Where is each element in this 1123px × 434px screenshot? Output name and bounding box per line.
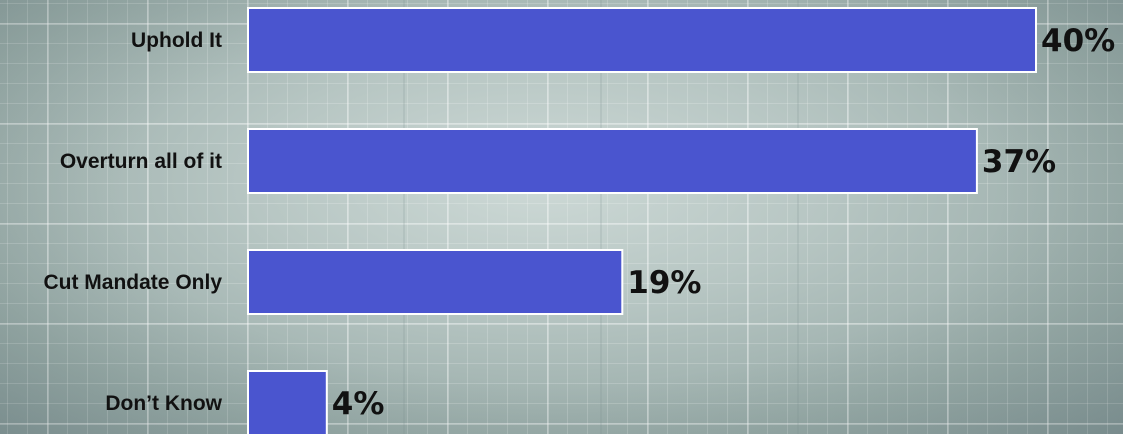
value-label-4: 4% (332, 386, 385, 422)
category-label-2: Overturn all of it (60, 150, 222, 173)
category-label-1: Uphold It (131, 29, 222, 52)
labels-group: Uphold It 40% Overturn all of it 37% Cut Man… (43, 23, 1115, 422)
bars-group (247, 7, 1037, 434)
value-label-2: 37% (982, 144, 1056, 180)
value-label-3: 19% (627, 265, 701, 301)
bar-3 (247, 249, 624, 315)
bar-4 (247, 370, 328, 434)
bar-1 (247, 7, 1037, 73)
value-label-1: 40% (1041, 23, 1115, 59)
category-label-3: Cut Mandate Only (43, 271, 222, 294)
bar-2 (247, 128, 978, 194)
category-label-4: Don’t Know (105, 392, 222, 415)
